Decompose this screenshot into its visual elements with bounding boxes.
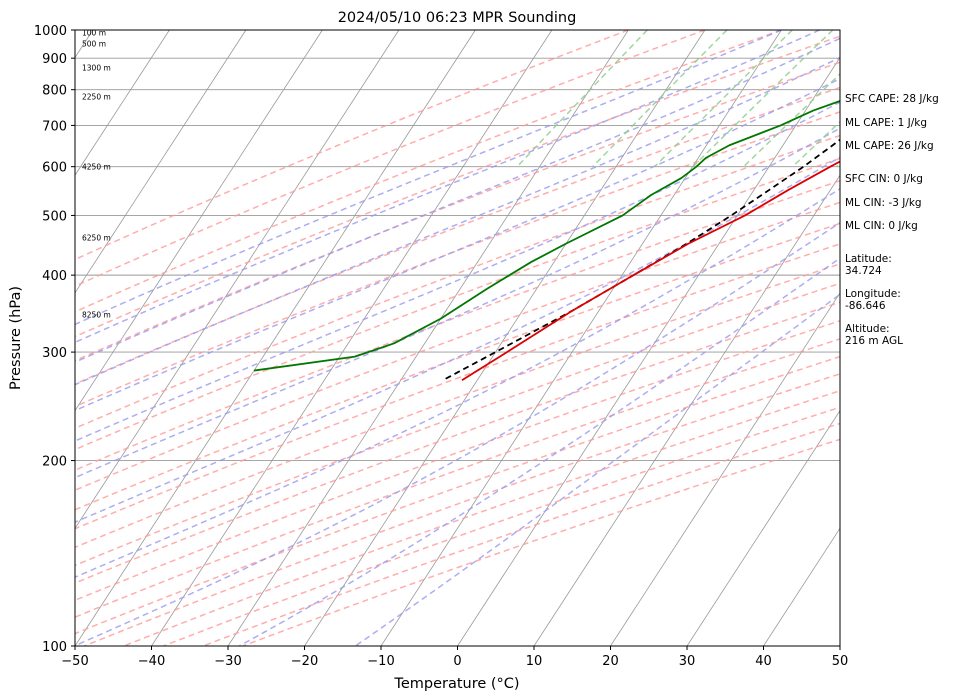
dry-adiabat-line [75,263,840,549]
temperature-line [461,160,840,382]
isotherm-line [75,30,247,294]
chart-title: 2024/05/10 06:23 MPR Sounding [338,10,577,26]
sfc-cape-text: SFC CAPE: 28 J/kg [845,93,939,105]
ml-cin-text: ML CIN: -3 J/kg [845,197,922,209]
x-tick-label: −10 [367,654,394,669]
y-tick-label: 600 [42,161,67,176]
isotherm-line [380,30,782,646]
y-tick-label: 800 [42,84,67,99]
ml-cape-2-text: ML CAPE: 26 J/kg [845,140,934,152]
dry-adiabat-line [75,61,840,362]
x-tick-label: −20 [291,654,318,669]
x-tick-label: 40 [755,654,772,669]
sounding-info-panel: SFC CAPE: 28 J/kg ML CAPE: 1 J/kg ML CAP… [845,93,939,347]
height-label: 6250 m [82,234,111,243]
latitude-value: 34.724 [845,265,882,277]
x-axis-label: Temperature (°C) [393,676,519,692]
x-tick-label: 20 [602,654,619,669]
dry-adiabat-line [75,111,840,408]
x-tick-label: 50 [832,654,849,669]
mixing-ratio-line [516,30,648,168]
isotherm-line [686,409,840,646]
data-layer [253,100,840,382]
y-axis-label: Pressure (hPa) [8,286,24,390]
height-label: 2250 m [82,92,111,101]
longitude-value: -86.646 [845,300,886,312]
dry-adiabat-line [75,30,706,287]
y-tick-label: 900 [42,52,67,67]
y-tick-label: 300 [42,346,67,361]
height-label: 500 m [82,40,106,49]
longitude-label: Longitude: [845,288,901,300]
sfc-cin-text: SFC CIN: 0 J/kg [845,173,923,185]
height-label: 1300 m [82,63,111,72]
height-label: 4250 m [82,163,111,172]
dry-adiabat-line [75,355,840,635]
isotherm-line [763,527,840,646]
isotherm-line [75,30,400,530]
y-tick-label: 400 [42,269,67,284]
height-label: 100 m [82,29,106,38]
isotherm-line [227,30,629,646]
moist-adiabat-line [75,77,840,412]
moist-adiabat-line [75,127,840,479]
dry-adiabat-line [75,157,840,451]
ml-cin-2-text: ML CIN: 0 J/kg [845,220,918,232]
dry-adiabat-line [75,222,840,511]
moist-adiabat-line [75,37,840,364]
x-axis-ticks: −50 −40 −30 −20 −10 0 10 20 30 40 50 [61,646,848,669]
altitude-value: 216 m AGL [845,335,903,347]
moist-adiabat-line [75,156,840,523]
grid-layer [75,30,840,646]
x-tick-label: 30 [679,654,696,669]
isotherm-line [533,174,840,646]
height-label: 8250 m [82,311,111,320]
x-tick-label: 10 [526,654,543,669]
latitude-label: Latitude: [845,253,892,265]
altitude-label: Altitude: [845,323,890,335]
y-tick-label: 100 [42,640,67,655]
dry-adiabat-line [75,35,840,338]
moist-adiabat-line [75,30,820,344]
isotherm-line [75,30,476,646]
y-tick-label: 700 [42,119,67,134]
moist-adiabat-line [75,30,782,326]
dry-adiabat-line [75,320,840,602]
y-tick-label: 500 [42,209,67,224]
x-tick-label: −40 [138,654,165,669]
height-labels: 100 m 500 m 1300 m 2250 m 4250 m 6250 m 8250 m [82,29,111,320]
y-tick-label: 1000 [34,24,67,39]
mixing-ratio-line [654,30,793,168]
isotherm-line [304,30,706,646]
ml-cape-text: ML CAPE: 1 J/kg [845,117,927,129]
mixing-ratio-line [592,30,728,168]
dry-adiabat-line [75,86,840,385]
x-tick-label: 0 [453,654,461,669]
dry-adiabat-line [123,389,840,646]
y-axis-ticks: 100 200 300 400 500 600 700 800 900 1000 [34,24,75,655]
mixing-ratio-line [692,30,834,168]
dewpoint-line [253,100,840,372]
x-tick-label: −30 [214,654,241,669]
isotherm-line [75,30,170,176]
isotherm-line [457,56,840,646]
y-tick-label: 200 [42,455,67,470]
moist-adiabat-line [75,187,840,579]
isotherm-line [75,30,323,412]
x-tick-label: −50 [61,654,88,669]
isotherm-line [610,292,840,646]
dry-adiabat-line [75,30,629,261]
dry-adiabat-line [75,201,840,492]
